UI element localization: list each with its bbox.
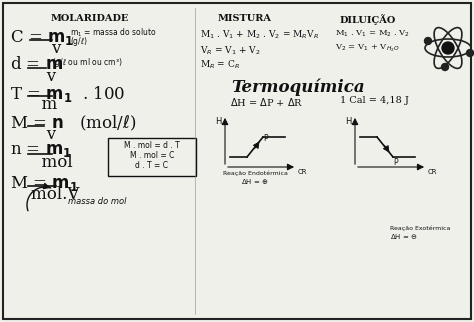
- Text: M$_R$ = C$_R$: M$_R$ = C$_R$: [200, 58, 240, 71]
- Text: M = $\mathbf{m_1}$: M = $\mathbf{m_1}$: [10, 174, 78, 193]
- Text: n = $\mathbf{m_1}$: n = $\mathbf{m_1}$: [10, 142, 72, 159]
- Text: mol: mol: [10, 154, 73, 171]
- Text: P: P: [393, 158, 398, 167]
- Text: P: P: [263, 134, 268, 143]
- Text: C = $\mathbf{m_1}$: C = $\mathbf{m_1}$: [10, 28, 74, 47]
- Text: T = $\mathbf{m_1}$  . 100: T = $\mathbf{m_1}$ . 100: [10, 84, 126, 104]
- Text: m: m: [10, 96, 57, 113]
- Text: $\Delta$H = $\oplus$: $\Delta$H = $\oplus$: [241, 177, 269, 186]
- Circle shape: [466, 50, 474, 56]
- Text: CR: CR: [428, 169, 438, 175]
- Bar: [108, 138, 196, 176]
- Text: V$_R$ = V$_1$ + V$_2$: V$_R$ = V$_1$ + V$_2$: [200, 44, 261, 56]
- Text: Termoquímica: Termoquímica: [231, 78, 365, 96]
- Text: (g/$\ell$): (g/$\ell$): [70, 35, 88, 48]
- Text: M = $\mathbf{n}$   (mol/$\ell$): M = $\mathbf{n}$ (mol/$\ell$): [10, 114, 137, 133]
- Text: mol.V: mol.V: [10, 186, 79, 203]
- Text: Reação Exotérmica: Reação Exotérmica: [390, 225, 450, 231]
- Text: CR: CR: [298, 169, 308, 175]
- Circle shape: [442, 42, 454, 54]
- Text: (g/$\ell$ ou ml ou cm³): (g/$\ell$ ou ml ou cm³): [52, 56, 123, 69]
- Text: V$_2$ = V$_1$ + V$_{H_{2}O}$: V$_2$ = V$_1$ + V$_{H_{2}O}$: [335, 42, 400, 53]
- Text: M$_1$ . V$_1$ = M$_2$ . V$_2$: M$_1$ . V$_1$ = M$_2$ . V$_2$: [335, 28, 410, 39]
- Text: m$_1$ = massa do soluto: m$_1$ = massa do soluto: [70, 26, 156, 39]
- Text: M . mol = C: M . mol = C: [130, 151, 174, 160]
- Text: DILUIÇÃO: DILUIÇÃO: [340, 14, 396, 25]
- Text: $\Delta$H = $\ominus$: $\Delta$H = $\ominus$: [390, 232, 418, 241]
- Text: MOLARIDADE: MOLARIDADE: [51, 14, 129, 23]
- Text: massa do mol: massa do mol: [68, 197, 127, 206]
- Text: d = $\mathbf{m}$: d = $\mathbf{m}$: [10, 56, 63, 73]
- Text: MISTURA: MISTURA: [218, 14, 272, 23]
- Text: $\Delta$H = $\Delta$P + $\Delta$R: $\Delta$H = $\Delta$P + $\Delta$R: [230, 96, 303, 108]
- Text: H: H: [345, 117, 351, 126]
- Text: M . mol = d . T: M . mol = d . T: [124, 141, 180, 150]
- Text: 1 Cal = 4,18 J: 1 Cal = 4,18 J: [340, 96, 409, 105]
- Text: d . T = C: d . T = C: [136, 161, 168, 170]
- Text: M$_1$ . V$_1$ + M$_2$ . V$_2$ = M$_R$V$_R$: M$_1$ . V$_1$ + M$_2$ . V$_2$ = M$_R$V$_…: [200, 28, 319, 41]
- Circle shape: [425, 37, 431, 44]
- Text: v: v: [10, 68, 56, 85]
- Text: Reação Endotérmica: Reação Endotérmica: [223, 170, 287, 175]
- Circle shape: [441, 63, 448, 71]
- Text: v: v: [10, 40, 61, 57]
- Text: v: v: [10, 126, 56, 143]
- Text: H: H: [215, 117, 221, 126]
